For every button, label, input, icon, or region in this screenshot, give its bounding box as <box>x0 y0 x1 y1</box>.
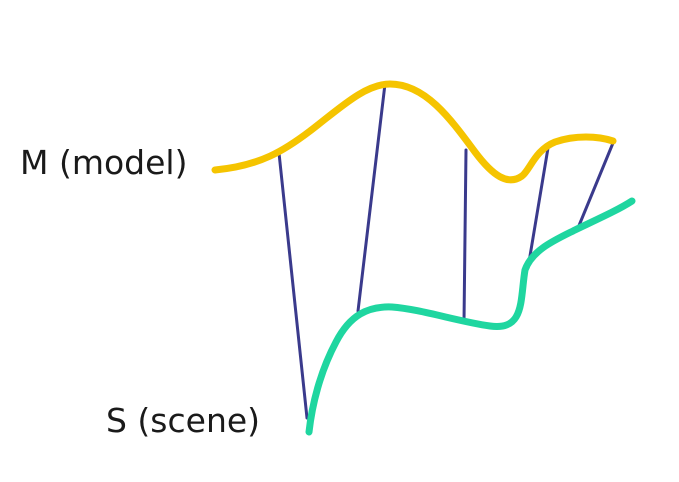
model-curve <box>211 80 617 184</box>
correspondence-line <box>576 141 615 230</box>
correspondence-line <box>277 151 309 420</box>
correspondence-line <box>462 148 468 324</box>
correspondence-lines <box>277 82 615 420</box>
scene-curve <box>305 197 636 436</box>
correspondence-line <box>356 82 387 313</box>
correspondence-line <box>526 146 550 270</box>
model-label: M (model) <box>20 143 188 182</box>
scene-label: S (scene) <box>106 401 261 440</box>
